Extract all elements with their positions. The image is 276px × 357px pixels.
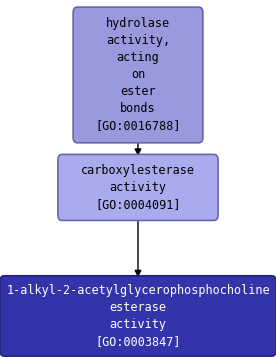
FancyBboxPatch shape bbox=[0, 276, 276, 356]
Text: carboxylesterase
activity
[GO:0004091]: carboxylesterase activity [GO:0004091] bbox=[81, 164, 195, 211]
FancyBboxPatch shape bbox=[58, 155, 218, 221]
Text: 1-alkyl-2-acetylglycerophosphocholine
esterase
activity
[GO:0003847]: 1-alkyl-2-acetylglycerophosphocholine es… bbox=[6, 284, 270, 348]
FancyBboxPatch shape bbox=[73, 7, 203, 143]
Text: hydrolase
activity,
acting
on
ester
bonds
[GO:0016788]: hydrolase activity, acting on ester bond… bbox=[95, 17, 181, 132]
